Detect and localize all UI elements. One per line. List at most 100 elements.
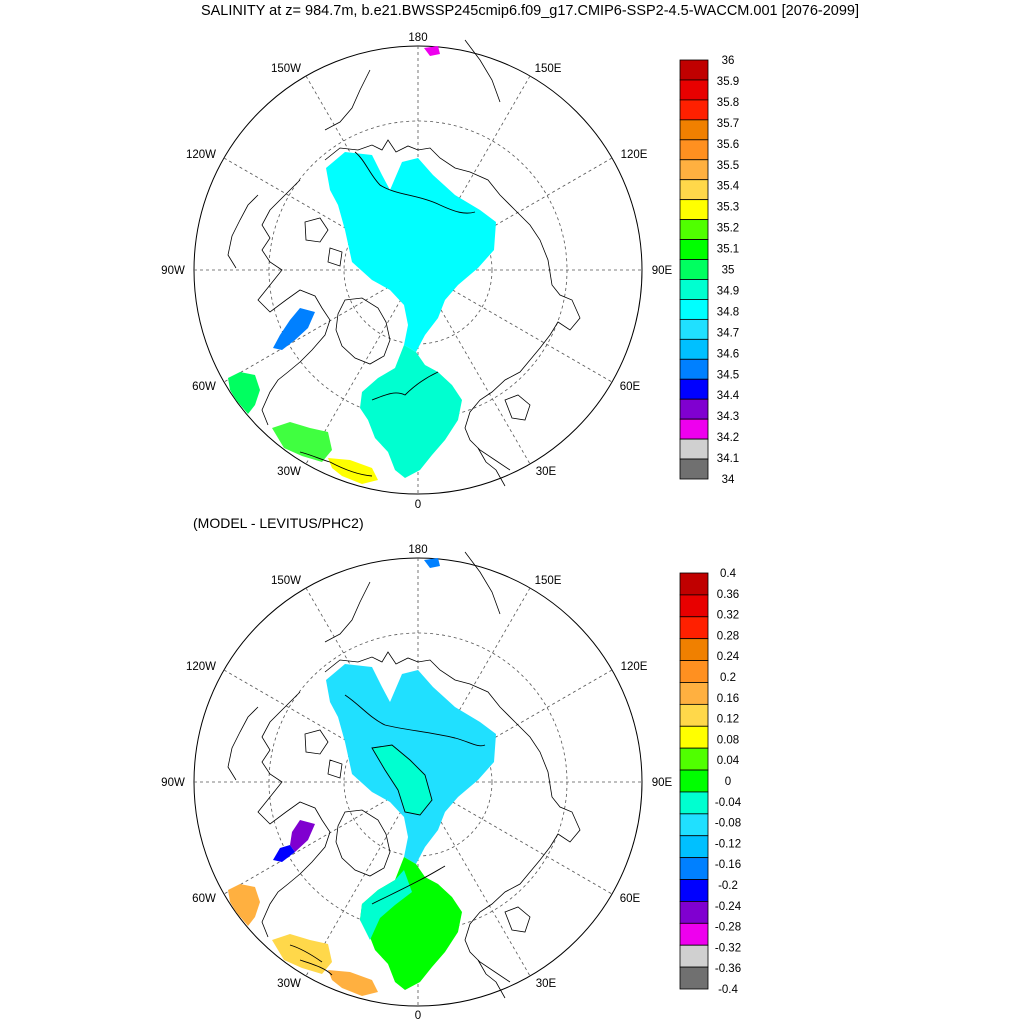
top-lon-90W-label: 90W (161, 265, 185, 277)
bottom-colorbar-swatch (679, 922, 709, 946)
bottom-colorbar-swatch (679, 813, 709, 837)
bottom-colorbar-tick-label: -0.2 (718, 880, 738, 892)
top-colorbar: 36 35.9 35.8 35.7 35.6 35.5 35.4 35.3 35.2 35.1 35… (679, 55, 740, 486)
bottom-colorbar-swatch (679, 944, 709, 968)
top-lon-120W-label: 120W (186, 149, 216, 161)
top-colorbar-swatch (679, 378, 709, 400)
plot-subtitle: (MODEL - LEVITUS/PHC2) (193, 515, 364, 531)
top-colorbar-swatch (679, 179, 709, 201)
top-colorbar-tick-label: 34.9 (717, 285, 739, 297)
top-colorbar-swatch (679, 199, 709, 221)
bottom-lon-90E-label: 90E (652, 777, 673, 789)
bottom-colorbar-swatch (679, 857, 709, 880)
bottom-lon-150E-label: 150E (535, 575, 562, 587)
top-colorbar-tick-label: 34.1 (717, 453, 739, 465)
top-colorbar-tick-label: 35.1 (717, 244, 739, 256)
top-lon-0-label: 0 (415, 499, 421, 511)
bottom-polar-map: 180 150W 150E 120W 120E 90W 90E 60W 60E … (161, 544, 672, 1022)
bottom-bering-patch (424, 558, 440, 568)
top-colorbar-tick-label: 36 (722, 55, 735, 67)
top-colorbar-tick-label: 35.5 (717, 160, 739, 172)
bottom-colorbar-swatch (679, 791, 709, 815)
bottom-lon-120W-label: 120W (186, 661, 216, 673)
bottom-lon-60E-label: 60E (620, 893, 641, 905)
bottom-lon-150W-label: 150W (271, 575, 301, 587)
top-lon-30E-label: 30E (536, 466, 557, 478)
bottom-colorbar-tick-label: -0.4 (718, 984, 738, 996)
top-colorbar-swatch (679, 239, 709, 260)
top-coastlines (227, 39, 581, 487)
top-colorbar-tick-label: 34.3 (717, 411, 739, 423)
bottom-colorbar-swatch (679, 682, 709, 705)
top-lon-120E-label: 120E (621, 149, 648, 161)
bottom-atlantic-inflow (360, 870, 412, 940)
top-colorbar-tick-label: 34 (722, 474, 735, 486)
top-colorbar-tick-label: 34.5 (717, 369, 739, 381)
bottom-arctic-core (372, 745, 432, 815)
top-colorbar-swatch (679, 219, 709, 240)
top-colorbar-swatch (679, 418, 709, 440)
top-lon-60E-label: 60E (620, 381, 641, 393)
bottom-colorbar-tick-label: 0.36 (717, 589, 739, 601)
top-contours (299, 151, 476, 477)
bottom-lon-0-label: 0 (415, 1010, 421, 1022)
bottom-colorbar-swatch (679, 879, 709, 902)
bottom-colorbar-tick-label: 0.2 (720, 672, 736, 684)
top-lon-90E-label: 90E (652, 265, 673, 277)
top-colorbar-tick-label: 35.8 (717, 97, 739, 109)
top-colorbar-swatch (679, 358, 709, 380)
bottom-colorbar-swatch (679, 594, 709, 618)
top-colorbar-swatch (679, 159, 709, 181)
top-colorbar-swatch (679, 259, 709, 280)
bottom-contours (289, 694, 486, 976)
bottom-colorbar-tick-label: -0.08 (715, 818, 741, 830)
bottom-lon-180-label: 180 (408, 544, 427, 556)
top-colorbar-swatch (679, 79, 709, 101)
bottom-colorbar-tick-label: 0.08 (717, 734, 739, 746)
bottom-colorbar-swatch (679, 616, 709, 640)
top-colorbar-tick-label: 35.6 (717, 139, 739, 151)
top-colorbar-swatch (679, 398, 709, 420)
top-colorbar-tick-label: 35.7 (717, 118, 739, 130)
bottom-colorbar-tick-label: -0.16 (715, 859, 741, 871)
top-lon-150E-label: 150E (535, 63, 562, 75)
bottom-iceland-patch (328, 970, 378, 996)
top-colorbar-tick-label: 34.8 (717, 306, 739, 318)
top-irminger-patch (272, 422, 332, 462)
bottom-colorbar: 0.4 0.36 0.32 0.28 0.24 0.2 0.16 0.12 0.08 0.04 0 -… (679, 568, 742, 996)
bottom-colorbar-tick-label: 0.24 (717, 651, 740, 663)
bottom-colorbar-tick-label: 0 (725, 776, 731, 788)
top-arctic-basin (326, 152, 496, 352)
top-baffin-bay (273, 308, 315, 350)
top-colorbar-swatch (679, 99, 709, 121)
top-colorbar-swatch (679, 299, 709, 320)
top-colorbar-swatch (679, 318, 709, 340)
top-colorbar-tick-label: 34.2 (717, 432, 739, 444)
top-colorbar-swatch (679, 59, 709, 81)
bottom-colorbar-swatch (679, 703, 709, 727)
bottom-colorbar-swatch (679, 901, 709, 924)
bottom-colorbar-tick-label: 0.16 (717, 693, 739, 705)
top-bering-patch (424, 46, 440, 56)
bottom-lon-60W-label: 60W (192, 893, 216, 905)
bottom-lon-90W-label: 90W (161, 777, 185, 789)
top-lon-150W-label: 150W (271, 63, 301, 75)
bottom-colorbar-tick-label: -0.36 (715, 963, 741, 975)
top-colorbar-tick-label: 35.9 (717, 76, 739, 88)
bottom-colorbar-tick-label: 0.12 (717, 714, 739, 726)
top-colorbar-swatch (679, 139, 709, 161)
top-colorbar-tick-label: 35.4 (717, 181, 740, 193)
top-lon-60W-label: 60W (192, 381, 216, 393)
top-atlantic-sector (360, 345, 462, 478)
bottom-colorbar-swatch (679, 966, 709, 990)
bottom-colorbar-swatch (679, 769, 709, 793)
bottom-colorbar-tick-label: -0.12 (715, 838, 741, 850)
bottom-baffin-tip (273, 845, 295, 862)
bottom-baffin-bay (290, 820, 315, 852)
bottom-coastlines (227, 551, 581, 999)
bottom-colorbar-tick-label: 0.32 (717, 610, 739, 622)
top-colorbar-tick-label: 35.2 (717, 223, 739, 235)
bottom-labrador-sea (228, 884, 260, 926)
bottom-colorbar-tick-label: 0.04 (717, 755, 740, 767)
